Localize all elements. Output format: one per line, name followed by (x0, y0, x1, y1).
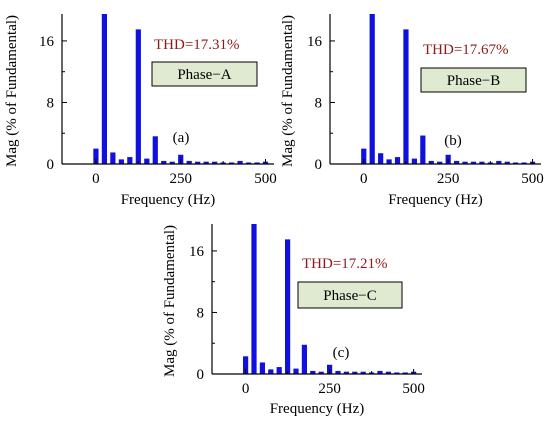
harmonic-bar (251, 224, 257, 374)
harmonic-bar (462, 161, 468, 164)
y-tick-label: 8 (315, 95, 323, 111)
harmonic-bar (454, 160, 460, 164)
harmonic-bar (377, 370, 383, 374)
harmonic-bar (420, 135, 426, 164)
harmonic-bar (285, 239, 291, 374)
x-tick-label: 0 (360, 171, 368, 187)
harmonic-bar (237, 160, 243, 164)
chart-panel-b: 0 8 16 0 250 500 Frequency (Hz) Mag (% of Funda… (280, 14, 544, 208)
harmonic-bar (369, 14, 375, 164)
harmonic-bar (276, 367, 282, 374)
harmonic-bar (352, 371, 358, 374)
harmonic-bar (203, 161, 209, 164)
thd-annotation: THD=17.31% (154, 37, 240, 53)
harmonic-bar (386, 159, 392, 164)
harmonic-bar (169, 161, 175, 164)
x-tick-label: 250 (437, 171, 460, 187)
harmonic-bar (513, 162, 519, 164)
x-tick-label: 0 (242, 381, 250, 397)
harmonic-bar (195, 161, 201, 164)
harmonic-bar (479, 161, 485, 164)
harmonic-bar (127, 157, 133, 164)
harmonic-bar (361, 148, 367, 164)
harmonic-bar (403, 29, 409, 164)
harmonic-bar (186, 160, 192, 164)
harmonic-bar (301, 344, 307, 374)
harmonic-bar (335, 370, 341, 374)
harmonic-bar (310, 370, 316, 374)
harmonic-bar (144, 158, 150, 164)
y-tick-label: 16 (39, 34, 55, 50)
panel-tag: (a) (173, 130, 190, 146)
y-tick-label: 0 (47, 157, 55, 173)
harmonic-bar (101, 14, 107, 164)
harmonic-bar (152, 136, 158, 164)
chart-panel-a: 0 8 16 0 250 500 Frequency (Hz) Mag (% of Funda… (4, 14, 277, 208)
y-tick-label: 0 (197, 367, 205, 383)
harmonic-bar (243, 356, 249, 374)
phase-label-box (297, 281, 403, 309)
harmonic-bar (470, 161, 477, 164)
y-axis-label: Mag (% of Fundamental) (4, 15, 20, 167)
harmonic-bar (118, 159, 124, 164)
harmonic-bar (411, 158, 417, 164)
harmonic-bar (318, 371, 324, 374)
harmonic-bar (268, 369, 274, 374)
phase-label-box (151, 61, 258, 87)
harmonic-bar (428, 160, 434, 164)
x-tick-label: 250 (318, 381, 341, 397)
x-tick-label: 0 (92, 171, 100, 187)
harmonic-bar (259, 362, 265, 374)
harmonic-bar (385, 371, 391, 374)
harmonic-bar (93, 148, 99, 164)
phase-label: Phase−A (177, 67, 231, 83)
y-tick-label: 0 (315, 157, 323, 173)
harmonic-bar (394, 372, 400, 374)
x-tick-label: 500 (521, 171, 544, 187)
y-axis-label: Mag (% of Fundamental) (162, 225, 178, 377)
harmonic-bar (229, 162, 235, 164)
harmonic-bar (254, 162, 260, 164)
harmonic-bar (360, 371, 366, 374)
y-axis-label: Mag (% of Fundamental) (280, 15, 296, 167)
harmonic-bar (245, 162, 252, 164)
harmonic-bar (402, 372, 408, 374)
harmonic-bar (110, 152, 116, 164)
phase-label: Phase−B (447, 73, 500, 89)
x-tick-label: 500 (402, 381, 425, 397)
harmonic-bar (135, 29, 141, 164)
panel-tag: (b) (444, 133, 462, 149)
x-tick-label: 250 (169, 171, 192, 187)
harmonic-bar (212, 161, 218, 164)
y-tick-label: 8 (47, 95, 55, 111)
harmonic-bar (378, 153, 384, 164)
thd-annotation: THD=17.21% (302, 256, 388, 272)
harmonic-bar (521, 162, 527, 164)
x-axis-label: Frequency (Hz) (270, 401, 365, 417)
chart-panel-c: 0 8 16 0 250 500 Frequency (Hz) Mag (% of Funda… (162, 224, 425, 417)
harmonic-bar (293, 368, 299, 374)
harmonic-bar (394, 157, 401, 164)
y-tick-label: 16 (307, 34, 323, 50)
x-axis-label: Frequency (Hz) (388, 192, 483, 208)
x-axis-label: Frequency (Hz) (121, 192, 216, 208)
harmonic-bar (504, 161, 510, 164)
x-tick-label: 500 (254, 171, 277, 187)
y-tick-label: 16 (189, 244, 205, 260)
phase-label-box (420, 67, 527, 93)
thd-annotation: THD=17.67% (423, 42, 509, 58)
harmonic-bar (437, 161, 443, 164)
phase-label: Phase−C (323, 288, 376, 304)
y-tick-label: 8 (197, 305, 205, 321)
harmonic-bar (343, 371, 349, 374)
panel-tag: (c) (333, 345, 350, 361)
harmonic-bar (496, 160, 502, 164)
harmonic-bar (161, 160, 167, 164)
